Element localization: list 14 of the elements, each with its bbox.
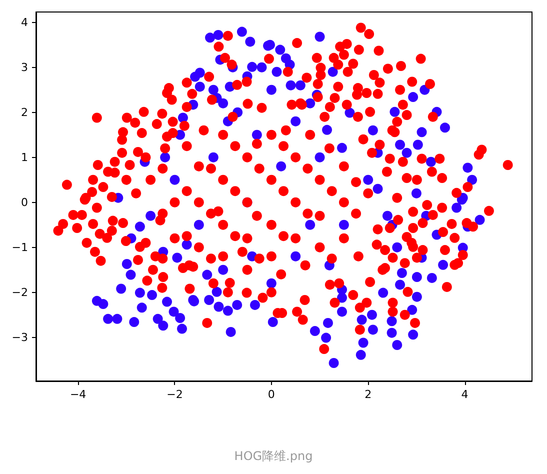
x-tick-label: 0 xyxy=(268,388,275,401)
y-tick-label: −3 xyxy=(12,330,28,344)
y-tick-label: 4 xyxy=(21,16,28,29)
text: HOG降维.png xyxy=(234,449,313,463)
x-tick-label: −2 xyxy=(166,388,183,401)
y-tick-label: 3 xyxy=(21,60,28,74)
y-tick-label: 0 xyxy=(21,196,28,209)
x-tick-label: 4 xyxy=(461,388,468,401)
y-tick-label: −1 xyxy=(12,240,28,254)
x-tick-label: −4 xyxy=(70,388,86,401)
y-tick-label: −2 xyxy=(12,286,28,299)
y-tick-label: 1 xyxy=(21,150,28,164)
y-tick-label: 2 xyxy=(21,106,28,119)
x-tick-label: 2 xyxy=(364,388,372,401)
